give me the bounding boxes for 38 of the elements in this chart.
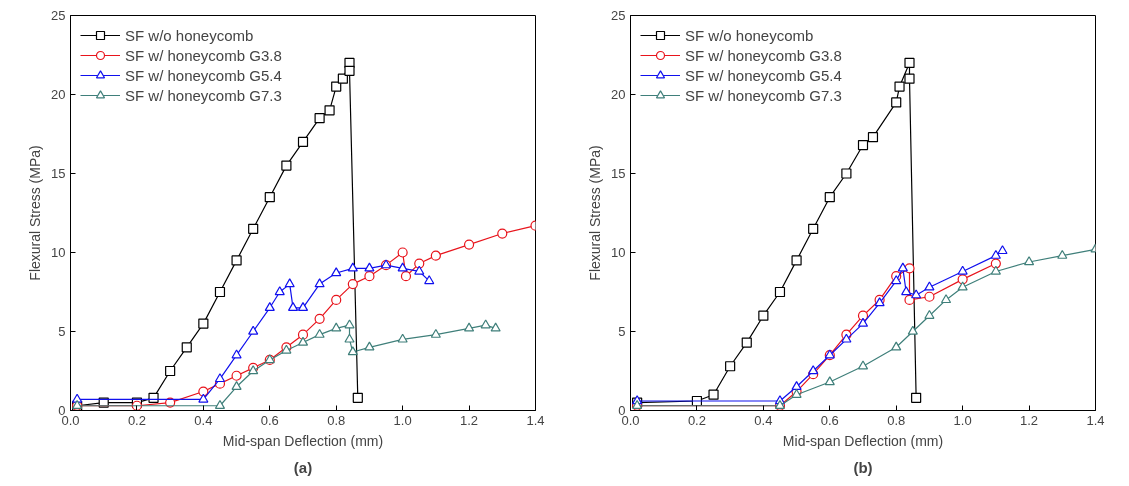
x-tick-label: 1.2 xyxy=(1020,412,1039,428)
y-axis-title: Flexural Stress (MPa) xyxy=(587,145,604,281)
y-axis-title: Flexural Stress (MPa) xyxy=(27,145,44,281)
y-tick-label: 10 xyxy=(611,245,626,260)
x-tick-label: 0.2 xyxy=(687,412,706,428)
y-tick-label: 5 xyxy=(618,324,626,339)
legend-label: SF w/ honeycomb G5.4 xyxy=(685,66,842,84)
legend-label: SF w/ honeycomb G3.8 xyxy=(125,46,282,64)
x-tick-label: 1.4 xyxy=(526,412,545,428)
legend-label: SF w/o honeycomb xyxy=(685,26,814,44)
text: (b) xyxy=(853,458,873,476)
x-tick-label: 1.2 xyxy=(460,412,479,428)
y-tick-label: 25 xyxy=(51,8,66,23)
y-tick-label: 15 xyxy=(51,166,66,181)
x-tick-label: 0.2 xyxy=(127,412,146,428)
y-tick-label: 20 xyxy=(611,87,626,102)
y-tick-label: 10 xyxy=(51,245,66,260)
x-tick-label: 0.4 xyxy=(194,412,213,428)
x-tick-label: 1.0 xyxy=(953,412,972,428)
x-tick-label: 0.6 xyxy=(820,412,839,428)
x-tick-label: 0.8 xyxy=(887,412,906,428)
x-axis-title: Mid-span Deflection (mm) xyxy=(222,432,384,449)
y-tick-label: 25 xyxy=(611,8,626,23)
x-tick-label: 1.4 xyxy=(1086,412,1105,428)
y-tick-label: 20 xyxy=(51,87,66,102)
legend-label: SF w/ honeycomb G7.3 xyxy=(685,86,842,104)
x-axis-title: Mid-span Deflection (mm) xyxy=(782,432,944,449)
legend-label: SF w/ honeycomb G7.3 xyxy=(125,86,282,104)
x-tick-label: 1.0 xyxy=(393,412,412,428)
legend-label: SF w/ honeycomb G5.4 xyxy=(125,66,282,84)
x-tick-label: 0.6 xyxy=(260,412,279,428)
x-tick-label: 0.8 xyxy=(327,412,346,428)
legend-label: SF w/ honeycomb G3.8 xyxy=(685,46,842,64)
y-tick-label: 15 xyxy=(611,166,626,181)
text: (a) xyxy=(293,458,313,476)
x-tick-label: 0.4 xyxy=(754,412,773,428)
legend-label: SF w/o honeycomb xyxy=(125,26,254,44)
y-tick-label: 5 xyxy=(58,324,66,339)
